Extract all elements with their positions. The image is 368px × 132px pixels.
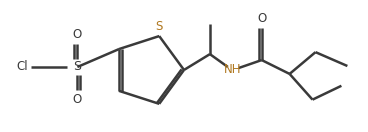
Text: O: O: [257, 12, 266, 25]
Text: NH: NH: [224, 63, 241, 76]
Text: O: O: [73, 93, 82, 106]
Text: Cl: Cl: [17, 60, 28, 74]
Text: S: S: [73, 60, 81, 74]
Text: S: S: [156, 20, 163, 33]
Text: O: O: [73, 28, 82, 41]
